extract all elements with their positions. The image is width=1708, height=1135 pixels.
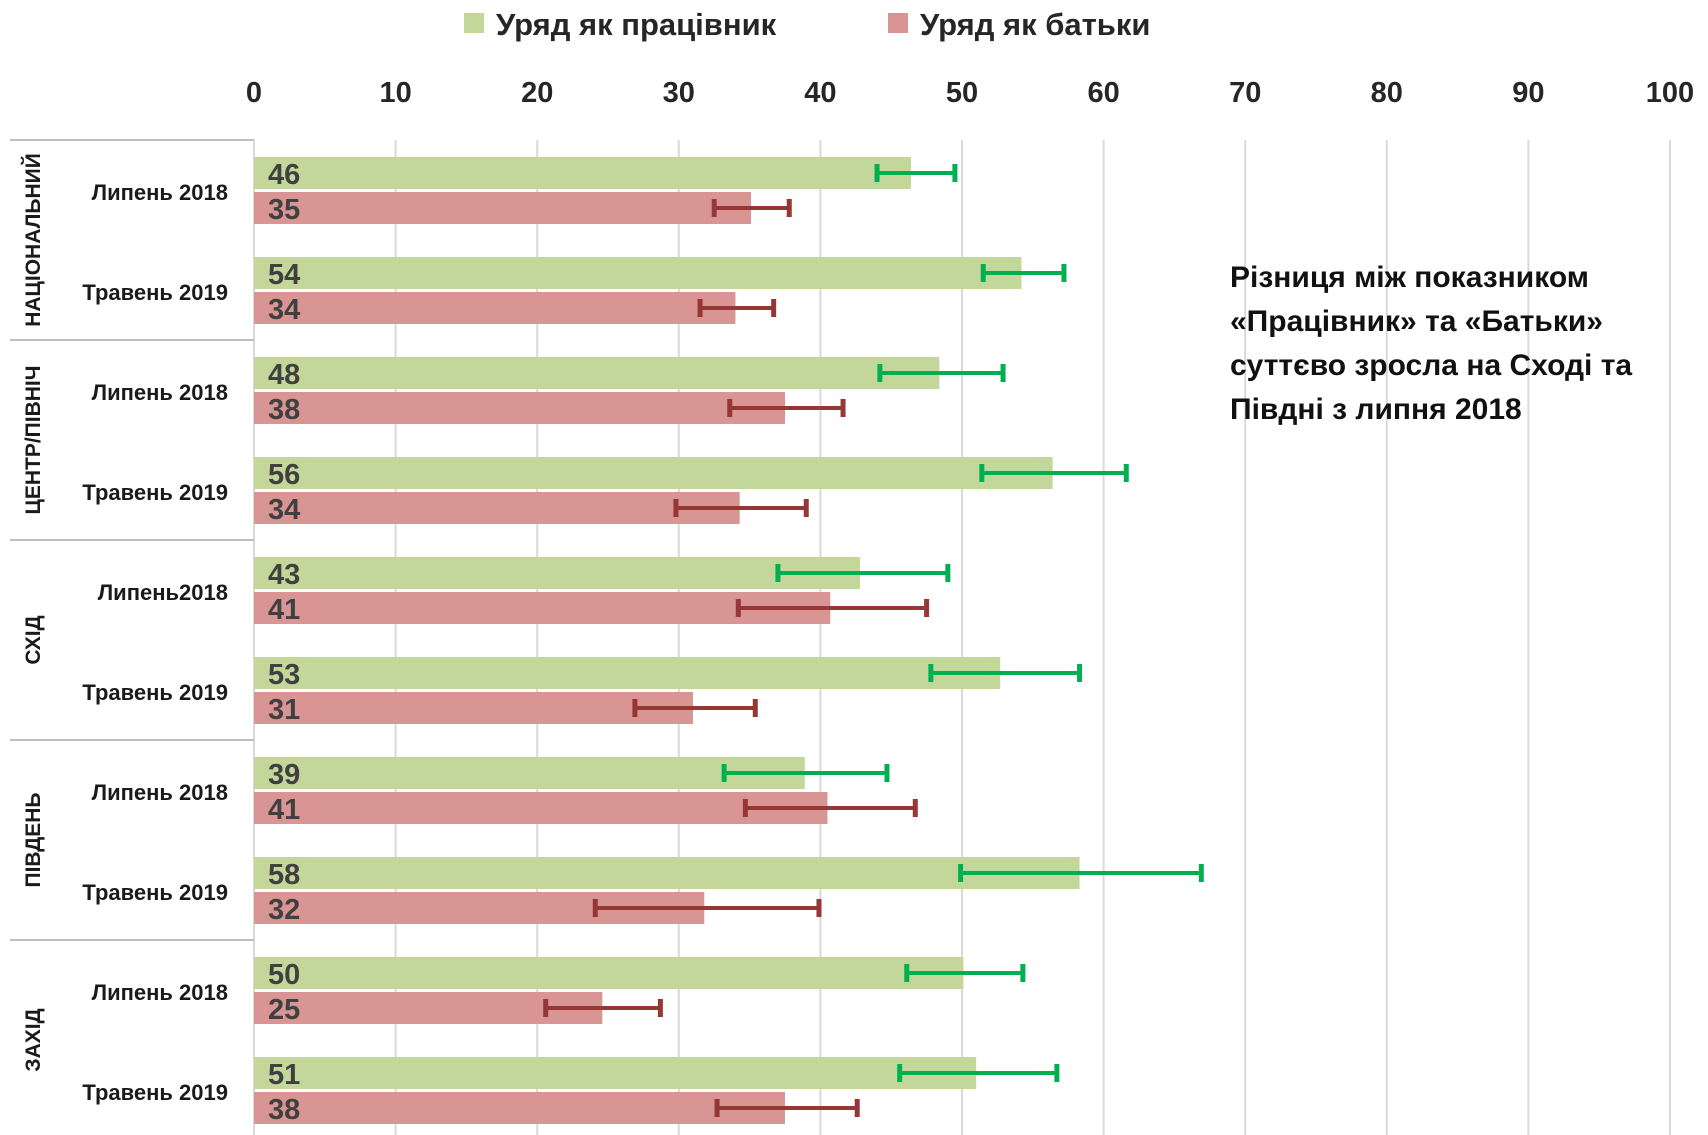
bar-worker: [254, 357, 940, 389]
data-label: 46: [268, 159, 300, 191]
data-label: 35: [268, 194, 300, 226]
data-label: 32: [268, 894, 300, 926]
data-label: 25: [268, 994, 300, 1026]
bar-parent: [254, 492, 740, 524]
bar-worker: [254, 157, 912, 189]
data-label: 54: [268, 259, 300, 291]
bar-worker: [254, 657, 1001, 689]
data-label: 43: [268, 559, 300, 591]
x-tick-label: 60: [1087, 77, 1119, 109]
error-bar: [632, 699, 758, 717]
region-label: НАЦІОНАЛЬНИЙ: [21, 153, 45, 327]
data-label: 53: [268, 659, 300, 691]
row-labels: НАЦІОНАЛЬНИЙ Липень 2018 Травень 2019 ЦЕНТР…: [21, 153, 228, 1105]
x-tick-label: 30: [663, 77, 695, 109]
error-bar: [979, 464, 1129, 482]
error-bar: [958, 864, 1204, 882]
error-bar: [928, 664, 1083, 682]
bar-parent: [254, 592, 831, 624]
region-label: ПІВДЕНЬ: [22, 792, 45, 887]
legend-label-1: Уряд як працівник: [496, 7, 777, 42]
row-label: Травень 2019: [82, 680, 228, 705]
legend-swatch-2: [888, 13, 908, 33]
error-bar: [980, 264, 1067, 282]
x-axis-ticks: 0 10 20 30 40 50 60 70 80 90 100: [246, 77, 1694, 109]
error-bar: [543, 999, 663, 1017]
error-bar: [714, 1099, 860, 1117]
error-bar: [742, 799, 918, 817]
region-label: ЦЕНТР/ПІВНІЧ: [22, 365, 45, 514]
bar-worker: [254, 757, 805, 789]
annotation: Різниця між показником «Працівник» та «Б…: [1230, 256, 1690, 432]
bar-parent: [254, 392, 785, 424]
error-bar: [735, 599, 930, 617]
row-label: Липень 2018: [92, 980, 228, 1005]
row-label: Липень 2018: [92, 180, 228, 205]
data-label: 41: [268, 594, 300, 626]
x-tick-label: 50: [946, 77, 978, 109]
error-bar: [697, 299, 777, 317]
error-bar: [673, 499, 809, 517]
x-tick-label: 20: [521, 77, 553, 109]
row-label: Травень 2019: [82, 480, 228, 505]
x-tick-label: 70: [1229, 77, 1261, 109]
bar-parent: [254, 692, 693, 724]
bar-parent: [254, 1092, 785, 1124]
x-tick-label: 80: [1371, 77, 1403, 109]
row-label: Травень 2019: [82, 880, 228, 905]
x-tick-label: 90: [1512, 77, 1544, 109]
row-label: Липень 2018: [92, 380, 228, 405]
row-label: Липень2018: [98, 580, 228, 605]
legend: Уряд як працівник Уряд як батьки: [464, 7, 1150, 42]
row-label: Травень 2019: [82, 280, 228, 305]
data-label: 38: [268, 394, 300, 426]
data-label: 48: [268, 359, 300, 391]
bar-worker: [254, 257, 1022, 289]
bar-worker: [254, 857, 1080, 889]
x-tick-label: 10: [379, 77, 411, 109]
group-dividers: [10, 139, 254, 941]
data-label: 51: [268, 1059, 300, 1091]
error-bar: [727, 399, 846, 417]
region-label: ЗАХІД: [22, 1008, 45, 1071]
error-bar: [711, 199, 792, 217]
annotation-line-3: суттєво зросла на Сході та: [1230, 349, 1633, 382]
data-label: 58: [268, 859, 300, 891]
error-bar: [874, 164, 958, 182]
data-label: 34: [268, 494, 300, 526]
data-label: 41: [268, 794, 300, 826]
row-label: Липень 2018: [92, 780, 228, 805]
error-bar: [592, 899, 822, 917]
legend-swatch-1: [464, 13, 484, 33]
row-label: Травень 2019: [82, 1080, 228, 1105]
bar-worker: [254, 557, 861, 589]
bar-parent: [254, 192, 752, 224]
data-label: 39: [268, 759, 300, 791]
error-bar: [877, 364, 1006, 382]
bar-parent: [254, 792, 828, 824]
annotation-line-2: «Працівник» та «Батьки»: [1230, 305, 1603, 338]
data-label: 38: [268, 1094, 300, 1126]
data-label: 34: [268, 294, 300, 326]
x-tick-label: 100: [1646, 77, 1694, 109]
region-label: СХІД: [22, 615, 45, 664]
error-bar: [904, 964, 1026, 982]
error-bar: [721, 764, 890, 782]
bar-parent: [254, 292, 736, 324]
data-label: 50: [268, 959, 300, 991]
data-label: 56: [268, 459, 300, 491]
legend-label-2: Уряд як батьки: [920, 7, 1150, 42]
x-tick-label: 0: [246, 77, 262, 109]
error-bar: [897, 1064, 1060, 1082]
bar-worker: [254, 957, 964, 989]
bar-worker: [254, 457, 1053, 489]
error-bar: [775, 564, 951, 582]
annotation-line-4: Півдні з липня 2018: [1230, 393, 1522, 426]
bar-worker: [254, 1057, 977, 1089]
x-tick-label: 40: [804, 77, 836, 109]
data-label: 31: [268, 694, 300, 726]
annotation-line-1: Різниця між показником: [1230, 261, 1589, 294]
